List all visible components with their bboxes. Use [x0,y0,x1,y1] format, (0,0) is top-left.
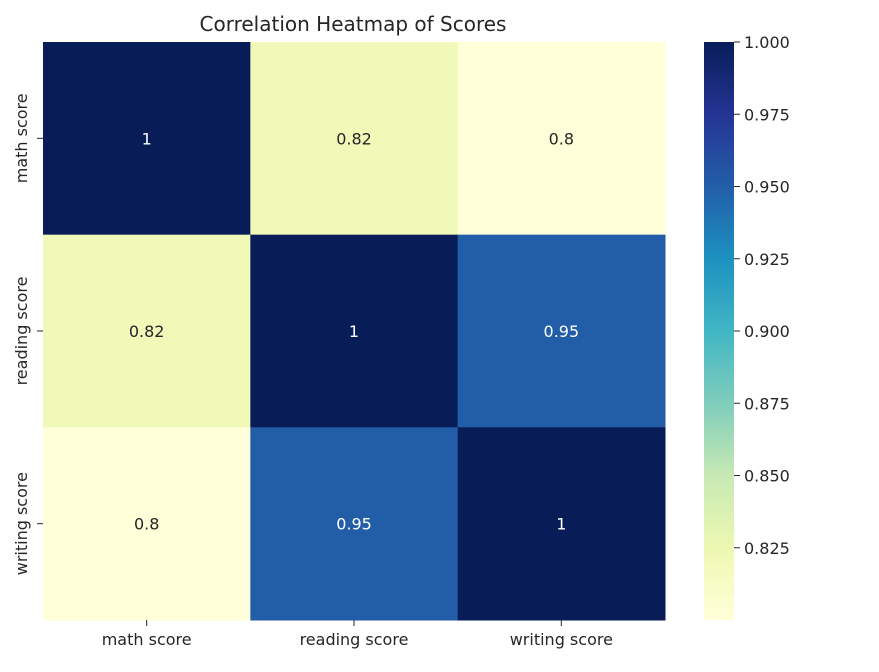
heatmap-cell [43,42,251,236]
cell-label: 0.8 [549,129,574,148]
cell-label: 0.82 [336,129,372,148]
x-tick-label: reading score [300,630,409,649]
y-tick-label: reading score [12,277,31,386]
x-axis: math score reading score writing score [102,620,613,649]
colorbar-tick-label: 0.875 [744,394,790,413]
heatmap-cells: 1 0.82 0.8 0.82 1 0.95 0.8 0.95 1 [43,42,666,621]
heatmap-cell [457,234,666,428]
heatmap-cell [250,234,459,428]
x-tick-label: writing score [510,630,613,649]
colorbar-tick-label: 1.000 [744,33,790,52]
cell-label: 1 [556,515,566,534]
colorbar-tick-label: 0.825 [744,539,790,558]
x-tick-label: math score [102,630,192,649]
heatmap-cell [43,427,251,621]
cell-label: 0.8 [134,515,159,534]
heatmap-cell [457,42,666,236]
heatmap-cell [457,427,666,621]
heatmap-cell [250,42,459,236]
cell-label: 0.82 [129,322,165,341]
cell-label: 0.95 [336,515,372,534]
heatmap-cell [43,234,251,428]
y-tick-label: writing score [12,472,31,575]
colorbar-tick-label: 0.925 [744,250,790,269]
colorbar-gradient [704,42,734,620]
colorbar-tick-label: 0.900 [744,322,790,341]
colorbar-tick-label: 0.975 [744,105,790,124]
cell-label: 1 [349,322,359,341]
heatmap-cell [250,427,459,621]
colorbar-tick-label: 0.850 [744,467,790,486]
y-axis: math score reading score writing score [12,93,43,575]
cell-label: 1 [142,129,152,148]
colorbar: 1.000 0.975 0.950 0.925 0.900 0.875 0.850 0.825 [704,33,790,620]
y-tick-label: math score [12,93,31,183]
cell-label: 0.95 [544,322,580,341]
colorbar-tick-label: 0.950 [744,178,790,197]
chart-title: Correlation Heatmap of Scores [200,12,507,36]
